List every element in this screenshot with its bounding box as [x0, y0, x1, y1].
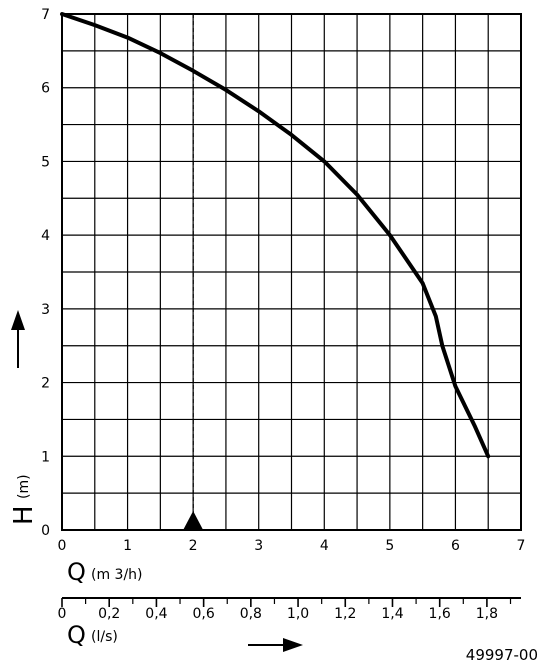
- y-tick-label: 5: [41, 154, 50, 170]
- x-tick-label: 4: [320, 538, 329, 554]
- x-tick-label: 1: [123, 538, 132, 554]
- up-arrow-icon: [11, 310, 25, 368]
- secondary-axis-title: Q: [67, 621, 86, 649]
- x-tick-label: 6: [451, 538, 460, 554]
- y-tick-label: 7: [41, 7, 50, 23]
- y-tick-label: 6: [41, 81, 50, 97]
- reference-number: 49997-00: [466, 646, 538, 664]
- x-tick-label: 2: [189, 538, 198, 554]
- y-tick-label: 0: [41, 523, 50, 539]
- secondary-axis-tick-label: 0,6: [193, 606, 215, 622]
- x-tick-labels: 0 1 2 3 4 5 6 7: [58, 538, 526, 554]
- y-axis-title: H: [9, 505, 39, 525]
- y-tick-labels: 0 1 2 3 4 5 6 7: [41, 7, 50, 539]
- x-tick-label: 5: [385, 538, 394, 554]
- x-tick-label: 3: [254, 538, 263, 554]
- y-tick-label: 1: [41, 449, 50, 465]
- secondary-axis-tick-label: 0,8: [240, 606, 262, 622]
- x-tick-label: 0: [58, 538, 67, 554]
- right-arrow-icon: [248, 638, 303, 652]
- x-axis-unit: (m 3/h): [91, 567, 143, 583]
- secondary-axis-ticks: [61, 598, 512, 607]
- y-axis-label: H (m): [9, 474, 39, 525]
- y-tick-label: 3: [41, 302, 50, 318]
- series-line: [60, 12, 491, 459]
- secondary-axis-tick-label: 1,4: [381, 606, 403, 622]
- secondary-axis-tick-label: 0,2: [98, 606, 120, 622]
- secondary-axis-tick-labels: 0 0,2 0,4 0,6 0,8 1,0 1,2 1,4 1,6 1,8: [58, 606, 498, 622]
- secondary-axis-tick-label: 1,0: [287, 606, 309, 622]
- grid: [62, 14, 521, 530]
- secondary-axis-tick-label: 0: [58, 606, 67, 622]
- y-axis-unit: (m): [16, 474, 32, 499]
- duty-point-triangle-icon: [183, 511, 204, 530]
- x-tick-label: 7: [517, 538, 526, 554]
- secondary-axis-tick-label: 1,6: [429, 606, 451, 622]
- secondary-axis-tick-label: 0,4: [145, 606, 167, 622]
- secondary-axis-tick-label: 1,2: [334, 606, 356, 622]
- secondary-axis-tick-label: 1,8: [476, 606, 498, 622]
- plot-frame: [61, 13, 522, 531]
- secondary-axis-unit: (l/s): [91, 629, 118, 645]
- y-tick-label: 2: [41, 376, 50, 392]
- x-axis-title: Q: [67, 558, 86, 586]
- y-tick-label: 4: [41, 228, 50, 244]
